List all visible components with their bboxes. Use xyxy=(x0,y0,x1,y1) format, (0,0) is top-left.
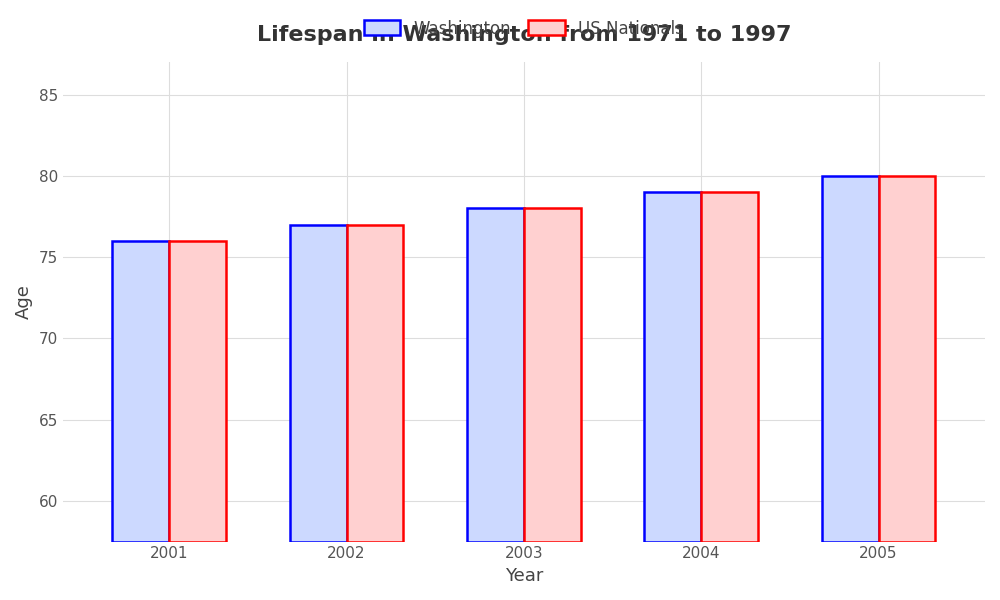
Bar xyxy=(112,241,169,542)
Bar xyxy=(347,224,403,542)
Bar xyxy=(290,224,347,542)
Bar xyxy=(822,176,879,542)
Title: Lifespan in Washington from 1971 to 1997: Lifespan in Washington from 1971 to 1997 xyxy=(257,25,791,45)
Bar xyxy=(169,241,226,542)
Bar xyxy=(879,176,935,542)
Legend: Washington, US Nationals: Washington, US Nationals xyxy=(357,13,691,44)
Bar xyxy=(467,208,524,542)
X-axis label: Year: Year xyxy=(505,567,543,585)
Bar xyxy=(524,208,581,542)
Y-axis label: Age: Age xyxy=(15,284,33,319)
Bar xyxy=(644,192,701,542)
Bar xyxy=(701,192,758,542)
